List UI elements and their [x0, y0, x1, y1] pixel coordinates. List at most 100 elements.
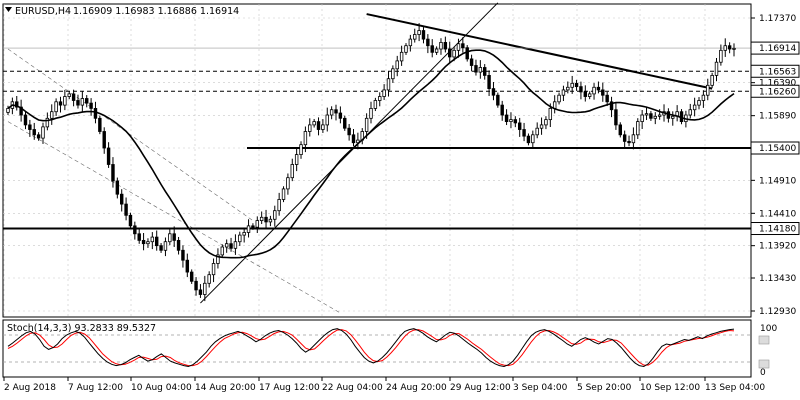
- time-axis[interactable]: 2 Aug 2018 7 Aug 12:00 10 Aug 04:00 14 Aug …: [3, 377, 765, 393]
- candle: [299, 141, 303, 159]
- price-tag-label: 1.16260: [759, 87, 796, 97]
- bear-candle-body: [496, 94, 500, 106]
- candle: [198, 284, 203, 298]
- candle: [539, 117, 544, 135]
- time-tick-label: 22 Aug 04:00: [322, 383, 383, 393]
- bear-candle-body: [128, 214, 133, 227]
- candle: [430, 39, 434, 58]
- bear-candle-body: [574, 82, 579, 88]
- bear-candle-body: [102, 131, 106, 149]
- bear-candle-body: [115, 180, 120, 195]
- candle: [181, 245, 185, 268]
- candle: [465, 45, 469, 62]
- chart-ohlc-label: 1.16909 1.16983 1.16886 1.16914: [73, 6, 239, 17]
- bull-candle-body: [45, 117, 50, 128]
- candle: [601, 82, 605, 102]
- bear-candle-body: [194, 280, 198, 291]
- bear-candle-body: [198, 289, 203, 295]
- candle: [224, 239, 229, 253]
- candle: [216, 248, 220, 269]
- candle: [351, 128, 356, 147]
- bear-candle-body: [609, 101, 614, 111]
- bear-candle-body: [504, 114, 509, 123]
- bull-candle-body: [587, 93, 592, 97]
- candle: [28, 119, 32, 137]
- candle: [277, 192, 281, 216]
- bull-candle-body: [710, 75, 714, 86]
- bear-candle-body: [133, 225, 137, 235]
- candle: [579, 81, 583, 100]
- candle: [207, 271, 211, 288]
- bull-candle-body: [238, 234, 242, 243]
- bear-candle-body: [421, 30, 426, 40]
- bull-candle-body: [308, 124, 312, 132]
- candle: [391, 65, 395, 83]
- candle: [719, 44, 723, 66]
- bull-candle-body: [386, 78, 391, 91]
- bear-candle-body: [622, 134, 627, 142]
- candle: [627, 135, 631, 147]
- time-tick-label: 10 Sep 12:00: [640, 383, 700, 393]
- bull-candle-body: [146, 241, 150, 245]
- bull-candle-body: [636, 121, 640, 136]
- bull-candle-body: [570, 82, 574, 88]
- candle: [574, 79, 579, 91]
- bear-candle-body: [461, 43, 465, 49]
- bull-candle-body: [220, 246, 225, 256]
- price-tag-box: [750, 84, 800, 98]
- bull-candle-body: [399, 51, 404, 62]
- bull-candle-body: [211, 263, 216, 276]
- bear-candle-body: [487, 75, 491, 90]
- candle: [19, 99, 23, 122]
- candle: [395, 55, 399, 77]
- bull-candle-body: [657, 114, 662, 117]
- candle: [701, 90, 706, 108]
- time-tick-label: 3 Sep 04:00: [513, 383, 568, 393]
- bull-candle-body: [246, 225, 251, 233]
- candle: [448, 41, 452, 64]
- candle: [408, 34, 413, 52]
- candle: [378, 92, 382, 107]
- bull-candle-body: [557, 94, 561, 103]
- bull-candle-body: [719, 49, 723, 63]
- bear-candle-body: [23, 114, 28, 126]
- stoch-level-high-label: 100: [760, 324, 777, 334]
- candle: [41, 122, 45, 144]
- price-tick-label: 1.13920: [759, 242, 796, 252]
- bear-candle-body: [76, 100, 80, 106]
- bear-candle-body: [71, 93, 76, 101]
- candle: [294, 147, 299, 172]
- candle: [439, 38, 443, 55]
- candle: [504, 109, 509, 126]
- candle: [517, 117, 522, 137]
- bear-candle-body: [32, 129, 36, 136]
- bear-candle-body: [517, 122, 522, 130]
- stoch-level-low-label: 0: [760, 368, 766, 378]
- candle: [124, 197, 128, 221]
- bull-candle-body: [382, 89, 386, 97]
- candle: [531, 130, 535, 149]
- bull-candle-body: [631, 134, 636, 144]
- collapse-triangle-icon[interactable]: [5, 7, 12, 12]
- bull-candle-body: [163, 241, 168, 251]
- bear-candle-body: [316, 121, 321, 130]
- bear-candle-body: [137, 233, 141, 241]
- candle: [727, 42, 732, 54]
- candle: [80, 91, 85, 112]
- candle: [185, 253, 190, 278]
- bear-candle-body: [185, 259, 190, 273]
- candle: [89, 98, 93, 116]
- bear-candle-body: [189, 271, 194, 282]
- bull-candle-body: [408, 38, 413, 47]
- bull-candle-body: [373, 100, 378, 109]
- trendline-channel-lower: [7, 121, 341, 314]
- bull-candle-body: [592, 86, 596, 95]
- candle: [76, 94, 80, 109]
- candle: [15, 96, 19, 111]
- bull-candle-body: [697, 100, 701, 106]
- candle: [189, 269, 194, 284]
- candle: [102, 127, 106, 154]
